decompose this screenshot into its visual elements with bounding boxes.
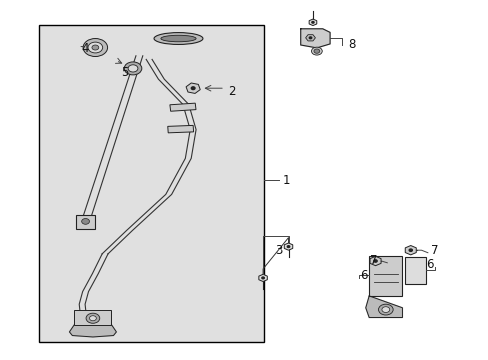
Circle shape	[311, 47, 322, 55]
Circle shape	[381, 307, 389, 312]
Text: 6: 6	[360, 269, 367, 282]
Text: 2: 2	[228, 85, 236, 98]
Polygon shape	[69, 325, 116, 337]
Bar	[368, 256, 402, 296]
Text: 1: 1	[282, 174, 289, 186]
Circle shape	[311, 22, 313, 23]
Polygon shape	[369, 256, 380, 266]
Circle shape	[308, 37, 311, 39]
Circle shape	[191, 87, 195, 90]
Circle shape	[92, 45, 99, 50]
Bar	[39, 25, 264, 342]
Text: 3: 3	[274, 244, 282, 257]
Text: 7: 7	[369, 255, 377, 267]
Polygon shape	[405, 246, 415, 255]
Polygon shape	[284, 243, 292, 250]
Circle shape	[373, 260, 376, 262]
Circle shape	[128, 65, 138, 72]
Polygon shape	[258, 274, 267, 282]
Polygon shape	[186, 83, 200, 93]
Circle shape	[86, 313, 100, 323]
Circle shape	[262, 277, 264, 279]
Bar	[76, 215, 95, 229]
Ellipse shape	[161, 35, 196, 42]
Circle shape	[88, 42, 102, 53]
Polygon shape	[308, 19, 316, 26]
Text: 4: 4	[81, 42, 89, 55]
Circle shape	[89, 316, 96, 321]
Text: 6: 6	[426, 258, 433, 271]
Text: 8: 8	[347, 39, 355, 51]
Ellipse shape	[154, 32, 203, 44]
Circle shape	[378, 304, 392, 315]
Circle shape	[83, 39, 107, 57]
Text: 5: 5	[121, 66, 128, 78]
Circle shape	[408, 249, 411, 251]
Polygon shape	[365, 296, 402, 318]
Text: 7: 7	[430, 244, 438, 257]
Bar	[167, 125, 193, 133]
Bar	[404, 257, 426, 284]
Circle shape	[313, 49, 319, 53]
Circle shape	[124, 62, 142, 75]
Bar	[74, 310, 111, 325]
Circle shape	[81, 219, 89, 224]
Bar	[169, 103, 196, 111]
Circle shape	[286, 246, 289, 248]
Polygon shape	[305, 35, 315, 41]
Polygon shape	[300, 29, 329, 48]
